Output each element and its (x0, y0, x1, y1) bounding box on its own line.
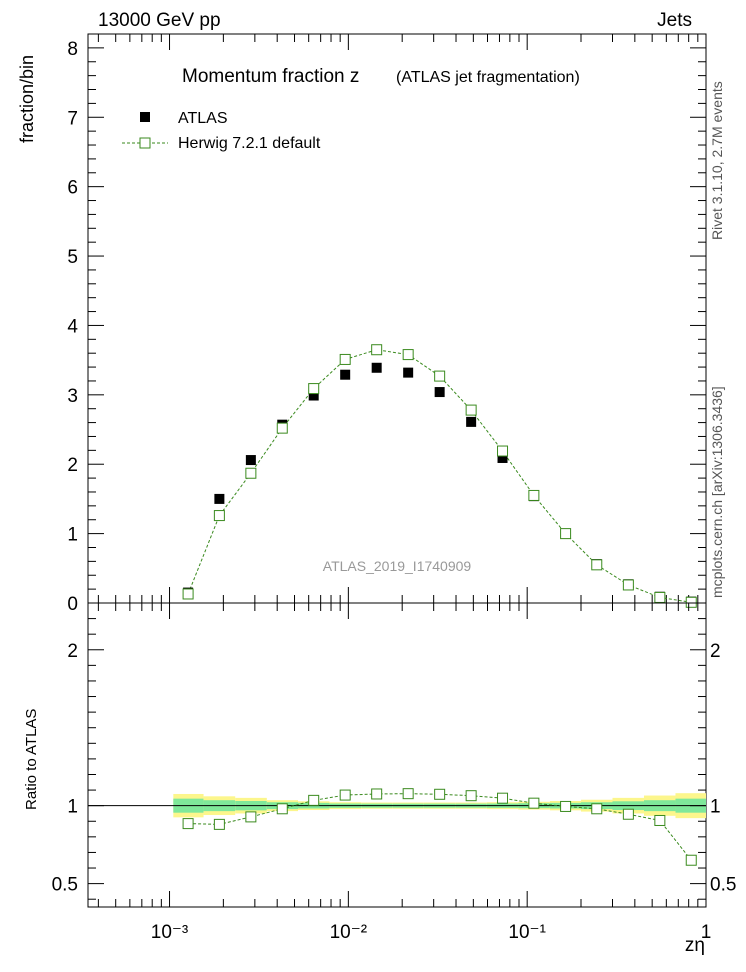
ratio-ytick-label: 0.5 (52, 875, 78, 896)
main-ytick-label: 2 (67, 455, 78, 476)
main-ytick-label: 0 (67, 594, 78, 615)
ratio-ytick-label-right: 2 (710, 641, 721, 662)
ratio-herwig-point (560, 800, 572, 812)
herwig-point (371, 344, 383, 356)
herwig-point (497, 445, 509, 457)
ratio-herwig-point (622, 808, 634, 820)
main-ytick-label: 3 (67, 386, 78, 407)
herwig-point (465, 404, 477, 416)
ratio-herwig-point (245, 811, 257, 823)
legend-label-atlas: ATLAS (178, 110, 228, 127)
y-axis-label-ratio: Ratio to ATLAS (23, 709, 40, 810)
jets-label: Jets (657, 10, 692, 31)
ratio-herwig-point (371, 788, 383, 800)
herwig-point (622, 579, 634, 591)
side-label-top: Rivet 3.1.10, 2.7M events (709, 81, 725, 240)
x-tick-label: 10⁻¹ (508, 922, 546, 943)
ratio-herwig-point (402, 788, 414, 800)
side-label-bottom: mcplots.cern.ch [arXiv:1306.3436] (709, 386, 725, 598)
ratio-herwig-point (497, 792, 509, 804)
ratio-herwig-point (213, 818, 225, 830)
ratio-ytick-label-right: 1 (710, 797, 721, 818)
main-ytick-label: 5 (67, 247, 78, 268)
x-tick-label: 10⁻³ (151, 922, 189, 943)
herwig-point (654, 591, 666, 603)
atlas-point (308, 390, 319, 401)
ratio-herwig-point (528, 797, 540, 809)
herwig-point (434, 370, 446, 382)
herwig-point (245, 467, 257, 479)
ratio-herwig-point (182, 818, 194, 830)
atlas-point (403, 367, 414, 378)
ratio-herwig-point (339, 789, 351, 801)
plot-subtitle: (ATLAS jet fragmentation) (396, 69, 580, 86)
ratio-herwig-point (654, 814, 666, 826)
atlas-point (497, 452, 508, 463)
main-ytick-label: 6 (67, 178, 78, 199)
main-ytick-label: 1 (67, 525, 78, 546)
herwig-point (528, 489, 540, 501)
beam-label: 13000 GeV pp (98, 10, 221, 31)
herwig-point (591, 559, 603, 571)
atlas-point (340, 369, 351, 380)
legend-marker-atlas (140, 112, 150, 122)
ratio-ytick-label: 2 (67, 641, 78, 662)
herwig-point (213, 510, 225, 522)
ratio-herwig-point (276, 803, 288, 815)
analysis-watermark: ATLAS_2019_I1740909 (323, 558, 472, 574)
atlas-point (214, 493, 225, 504)
plot-title: Momentum fraction z (182, 66, 359, 87)
ratio-herwig-point (591, 803, 603, 815)
legend: ATLAS Herwig 7.2.1 default (122, 110, 321, 152)
herwig-point (276, 422, 288, 434)
herwig-point (339, 353, 351, 365)
herwig-point (308, 383, 320, 395)
herwig-line (187, 349, 692, 603)
main-ytick-label: 7 (67, 108, 78, 129)
atlas-point (245, 455, 256, 466)
ratio-herwig-point (434, 788, 446, 800)
main-ytick-label: 4 (67, 316, 78, 337)
ratio-ytick-label-right: 0.5 (710, 875, 736, 896)
ratio-herwig-point (465, 790, 477, 802)
x-tick-label: 1 (701, 922, 712, 943)
atlas-point (434, 387, 445, 398)
legend-label-herwig: Herwig 7.2.1 default (178, 135, 321, 152)
ratio-frame (87, 602, 707, 908)
y-axis-label-main: fraction/bin (17, 55, 37, 143)
x-tick-label: 10⁻² (330, 922, 368, 943)
x-axis-label: zη (685, 935, 705, 956)
legend-marker-herwig (139, 137, 151, 149)
herwig-point (685, 596, 697, 608)
ratio-herwig-point (308, 794, 320, 806)
main-ytick-label: 8 (67, 39, 78, 60)
ratio-panel: 10⁻³ 10⁻² 10⁻¹ 1 0.5 0.5 1 1 2 2 (52, 602, 736, 943)
atlas-point (466, 416, 477, 427)
atlas-point (371, 362, 382, 373)
herwig-point (402, 349, 414, 361)
main-panel: 0 1 2 3 4 5 6 7 8 (67, 33, 707, 615)
ratio-herwig-point (685, 854, 697, 866)
herwig-point (560, 528, 572, 540)
ratio-ytick-label: 1 (67, 797, 78, 818)
herwig-point (182, 588, 194, 600)
